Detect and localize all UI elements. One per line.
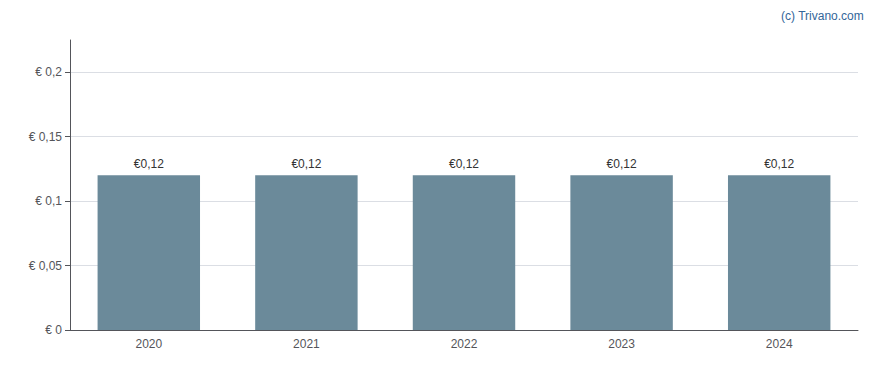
svg-text:(c) Trivano.com: (c) Trivano.com	[781, 9, 864, 23]
svg-text:2022: 2022	[451, 337, 478, 351]
svg-text:2023: 2023	[608, 337, 635, 351]
svg-text:€ 0,05: € 0,05	[29, 259, 63, 273]
svg-text:€0,12: €0,12	[134, 157, 164, 171]
svg-text:€ 0,2: € 0,2	[35, 65, 62, 79]
svg-text:2024: 2024	[766, 337, 793, 351]
svg-text:€ 0,15: € 0,15	[29, 130, 63, 144]
svg-text:2021: 2021	[293, 337, 320, 351]
svg-text:€ 0: € 0	[45, 323, 62, 337]
svg-text:€0,12: €0,12	[291, 157, 321, 171]
svg-text:€0,12: €0,12	[607, 157, 637, 171]
svg-text:2020: 2020	[135, 337, 162, 351]
svg-text:€ 0,1: € 0,1	[35, 194, 62, 208]
svg-text:€0,12: €0,12	[764, 157, 794, 171]
svg-text:€0,12: €0,12	[449, 157, 479, 171]
